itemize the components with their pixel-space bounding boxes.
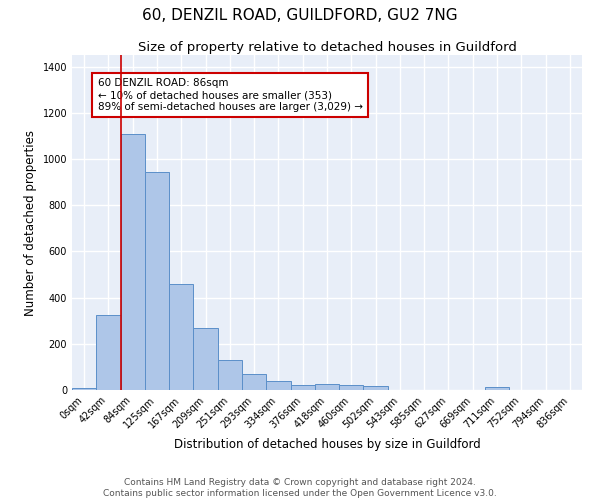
Bar	[145, 172, 169, 390]
Bar	[169, 284, 193, 390]
Bar	[96, 315, 121, 390]
Bar	[315, 384, 339, 390]
Bar	[193, 328, 218, 390]
Text: 60 DENZIL ROAD: 86sqm
← 10% of detached houses are smaller (353)
89% of semi-det: 60 DENZIL ROAD: 86sqm ← 10% of detached …	[97, 78, 362, 112]
Bar	[485, 387, 509, 390]
Bar	[364, 386, 388, 390]
Bar	[218, 360, 242, 390]
Bar	[72, 388, 96, 390]
Bar	[290, 385, 315, 390]
Bar	[242, 374, 266, 390]
Text: 60, DENZIL ROAD, GUILDFORD, GU2 7NG: 60, DENZIL ROAD, GUILDFORD, GU2 7NG	[142, 8, 458, 22]
Bar	[266, 381, 290, 390]
Bar	[121, 134, 145, 390]
Title: Size of property relative to detached houses in Guildford: Size of property relative to detached ho…	[137, 41, 517, 54]
Bar	[339, 384, 364, 390]
X-axis label: Distribution of detached houses by size in Guildford: Distribution of detached houses by size …	[173, 438, 481, 451]
Y-axis label: Number of detached properties: Number of detached properties	[24, 130, 37, 316]
Text: Contains HM Land Registry data © Crown copyright and database right 2024.
Contai: Contains HM Land Registry data © Crown c…	[103, 478, 497, 498]
